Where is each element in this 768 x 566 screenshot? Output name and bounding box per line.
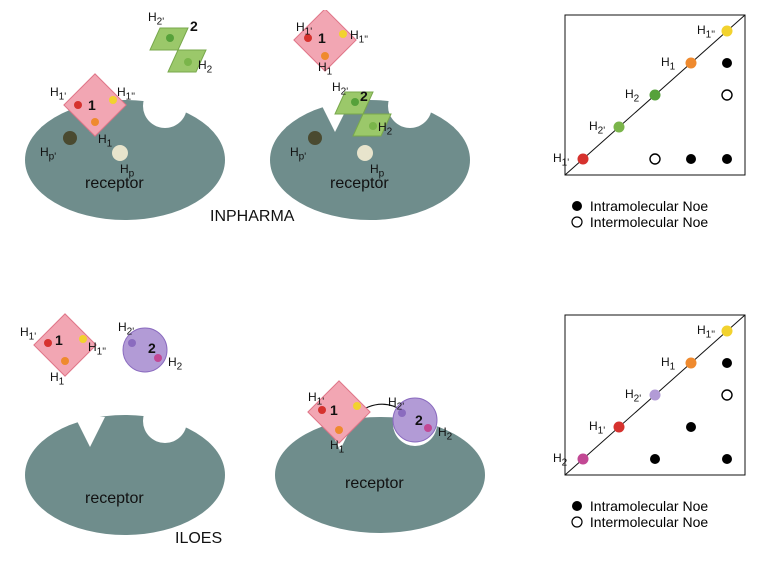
label-receptor-d: receptor (345, 475, 404, 493)
plot-axis-label: H1' (553, 151, 569, 168)
label-H2p-d: H2' (388, 395, 404, 412)
plot-axis-label: H2' (625, 387, 641, 404)
label-Hpp-a: Hp' (40, 145, 56, 162)
plot-axis-label: H1 (661, 355, 675, 372)
label-receptor-b: receptor (330, 175, 389, 193)
label-H2p-a: H2' (148, 10, 164, 27)
label-method-top: INPHARMA (210, 208, 294, 226)
label-two-c: 2 (148, 340, 156, 356)
plot-axis-label: H1'' (697, 23, 715, 40)
label-one-a: 1 (88, 97, 96, 113)
label-H1-d: H1 (330, 438, 344, 455)
plot-top (555, 10, 755, 190)
label-receptor-a: receptor (85, 175, 144, 193)
legend-inter-text: Intermolecular Noe (590, 214, 708, 230)
label-H2-b: H2 (378, 120, 392, 137)
label-receptor-c: receptor (85, 490, 144, 508)
label-method-bottom: ILOES (175, 530, 222, 548)
legend-inter-text-b: Intermolecular Noe (590, 514, 708, 530)
plot-axis-label: H1' (589, 419, 605, 436)
label-one-c: 1 (55, 332, 63, 348)
plot-axis-label: H2' (589, 119, 605, 136)
panel-top-left (10, 10, 260, 230)
label-Hpp-b: Hp' (290, 145, 306, 162)
label-H1prime-d: H1' (308, 390, 324, 407)
figure-root: H1' H1'' H1 1 Hp' Hp H2' 2 H2 receptor H… (0, 0, 768, 566)
legend-bottom: Intramolecular Noe Intermolecular Noe (570, 498, 708, 530)
plot-axis-label: H1'' (697, 323, 715, 340)
label-H1-a: H1 (98, 132, 112, 149)
label-H1prime-a: H1' (50, 85, 66, 102)
label-H2p-b: H2' (332, 80, 348, 97)
label-two-a: 2 (190, 18, 198, 34)
label-H1prime-c: H1' (20, 325, 36, 342)
label-H1pp-b: H1'' (350, 28, 368, 45)
plot-axis-label: H2 (625, 87, 639, 104)
label-H1pp-c: H1'' (88, 340, 106, 357)
label-H2-d: H2 (438, 425, 452, 442)
label-H1pp-a: H1'' (117, 85, 135, 102)
plot-axis-label: H2 (553, 451, 567, 468)
label-one-b: 1 (318, 30, 326, 46)
legend-intra-text-b: Intramolecular Noe (590, 498, 708, 514)
plot-bottom (555, 310, 755, 490)
label-two-b: 2 (360, 88, 368, 104)
label-H1prime-b: H1' (296, 20, 312, 37)
legend-top: Intramolecular Noe Intermolecular Noe (570, 198, 708, 230)
legend-intra-text: Intramolecular Noe (590, 198, 708, 214)
label-H2p-c: H2' (118, 320, 134, 337)
plot-axis-label: H1 (661, 55, 675, 72)
label-one-d: 1 (330, 402, 338, 418)
label-H2-c: H2 (168, 355, 182, 372)
label-H2-a: H2 (198, 58, 212, 75)
panel-bottom-middle (255, 340, 515, 540)
label-H1-b: H1 (318, 60, 332, 77)
label-two-d: 2 (415, 412, 423, 428)
label-H1-c: H1 (50, 370, 64, 387)
